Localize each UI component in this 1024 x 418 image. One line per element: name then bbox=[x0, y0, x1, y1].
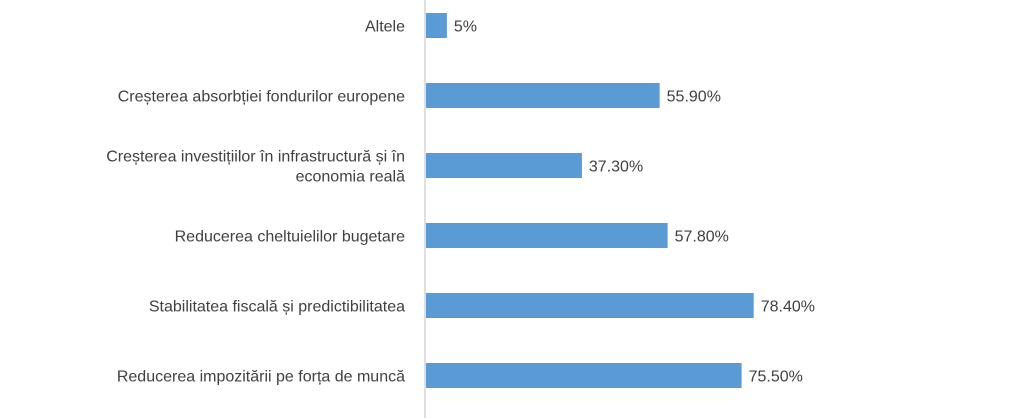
category-label-0: Altele bbox=[365, 19, 405, 36]
data-label-4: 78.40% bbox=[761, 299, 815, 316]
data-label-3: 57.80% bbox=[675, 229, 729, 246]
bar-2 bbox=[426, 153, 582, 178]
data-label-5: 75.50% bbox=[749, 369, 803, 386]
category-label-3: Reducerea cheltuielilor bugetare bbox=[175, 229, 405, 246]
bar-3 bbox=[426, 223, 668, 248]
bar-0 bbox=[426, 13, 447, 38]
category-labels-group: Altele Creșterea absorbției fondurilor eu… bbox=[106, 19, 405, 386]
bar-5 bbox=[426, 363, 742, 388]
category-label-2-line-1: economia reală bbox=[296, 169, 406, 186]
category-label-4: Stabilitatea fiscală și predictibilitate… bbox=[149, 299, 405, 316]
data-labels-group: 5% 55.90% 37.30% 57.80% 78.40% 75.50% bbox=[454, 19, 815, 386]
category-label-1: Creșterea absorbției fondurilor europene bbox=[118, 89, 405, 106]
bars-group bbox=[426, 13, 754, 388]
bar-1 bbox=[426, 83, 660, 108]
data-label-2: 37.30% bbox=[589, 159, 643, 176]
data-label-0: 5% bbox=[454, 19, 477, 36]
category-label-2-line-0: Creșterea investițiilor în infrastructur… bbox=[106, 149, 405, 166]
category-label-5: Reducerea impozitării pe forța de muncă bbox=[117, 369, 405, 386]
bar-4 bbox=[426, 293, 754, 318]
data-label-1: 55.90% bbox=[667, 89, 721, 106]
